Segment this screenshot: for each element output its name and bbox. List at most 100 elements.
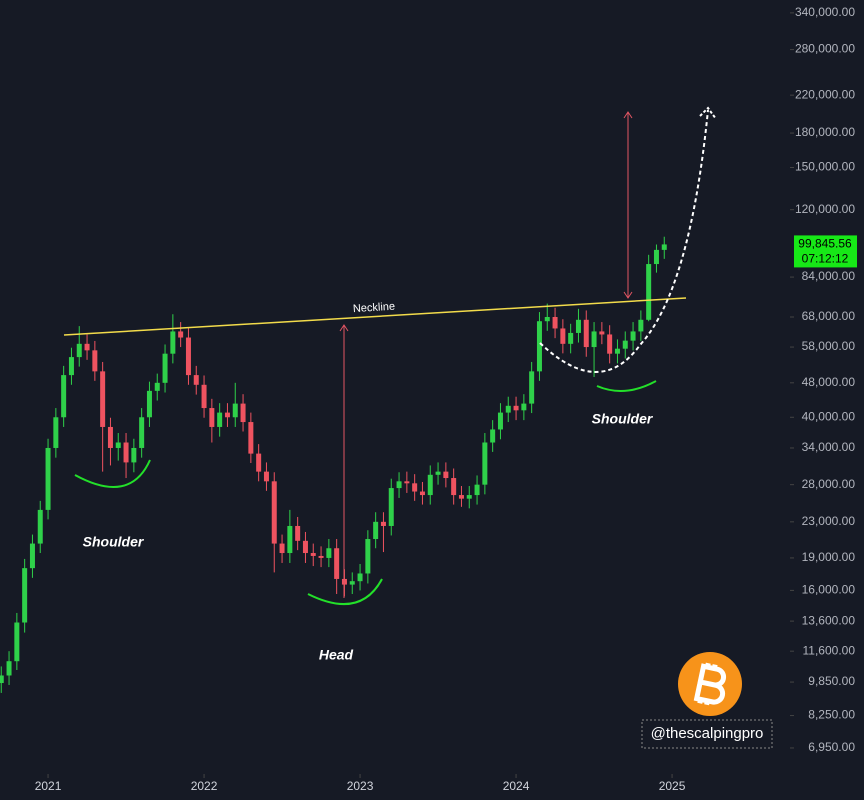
- candle-body: [146, 390, 152, 418]
- y-tick-label: 28,000.00: [802, 477, 856, 491]
- y-tick-label: 220,000.00: [795, 87, 855, 101]
- plot: [0, 236, 667, 693]
- y-tick-label: 19,000.00: [802, 550, 856, 564]
- y-tick-label: 48,000.00: [802, 375, 856, 389]
- x-tick-label: 2025: [659, 779, 686, 793]
- candle-body: [37, 509, 43, 544]
- candle-body: [68, 357, 74, 376]
- candle-body: [614, 348, 620, 354]
- y-tick-label: 180,000.00: [795, 125, 855, 139]
- candle-body: [435, 471, 441, 475]
- candle-body: [279, 543, 285, 554]
- candle-body: [583, 319, 589, 348]
- candle-body: [209, 408, 215, 427]
- y-tick-label: 16,000.00: [802, 583, 856, 597]
- price-tag-label: 99,845.56: [798, 237, 852, 251]
- candle-body: [474, 484, 480, 496]
- candle-body: [349, 581, 355, 585]
- candle-body: [427, 474, 433, 496]
- candle-body: [380, 521, 386, 526]
- y-tick-label: 40,000.00: [802, 409, 856, 423]
- neckline: [63, 297, 687, 336]
- candle-body: [334, 548, 340, 579]
- candle-body: [451, 478, 457, 496]
- candle-body: [373, 521, 379, 540]
- candle-body: [92, 350, 98, 372]
- candle-body: [490, 429, 496, 443]
- x-tick-label: 2022: [191, 779, 218, 793]
- candle-body: [310, 553, 316, 556]
- candle-body: [162, 353, 168, 383]
- annotation: Shoulder: [592, 411, 654, 427]
- candle-body: [76, 343, 82, 358]
- y-tick-label: 34,000.00: [802, 440, 856, 454]
- countdown: 07:12:12: [802, 252, 849, 266]
- x-tick-label: 2021: [35, 779, 62, 793]
- candle-body: [560, 328, 566, 344]
- candle-body: [466, 495, 472, 499]
- candle-body: [271, 481, 277, 544]
- candle-body: [638, 319, 644, 332]
- bitcoin-logo: [678, 652, 742, 716]
- y-tick-label: 11,600.00: [803, 643, 856, 657]
- candle-body: [482, 442, 488, 485]
- candle-body: [115, 442, 121, 448]
- y-tick-label: 13,600.00: [802, 613, 856, 627]
- y-tick-label: 58,000.00: [802, 339, 856, 353]
- candle-body: [396, 481, 402, 489]
- candle-body: [419, 491, 425, 496]
- candle-body: [100, 371, 106, 427]
- y-tick-label: 8,250.00: [808, 708, 855, 722]
- projection: [539, 109, 709, 373]
- y-tick-label: 340,000.00: [795, 5, 855, 19]
- y-tick-label: 9,850.00: [808, 674, 855, 688]
- candle-body: [256, 453, 262, 472]
- candle-body: [0, 675, 4, 684]
- y-tick-label: 68,000.00: [802, 309, 856, 323]
- candle-body: [575, 319, 581, 333]
- y-tick-label: 150,000.00: [795, 160, 855, 174]
- candle-body: [248, 422, 254, 454]
- candle-body: [232, 403, 238, 418]
- candle-body: [458, 495, 464, 499]
- candle-body: [653, 249, 659, 265]
- x-tick-label: 2024: [503, 779, 530, 793]
- candle-body: [84, 343, 90, 351]
- candle-body: [646, 264, 652, 320]
- candle-body: [302, 540, 308, 554]
- y-tick-label: 84,000.00: [802, 269, 856, 283]
- candle-body: [630, 331, 636, 341]
- candle-body: [318, 555, 324, 558]
- candle-body: [412, 483, 418, 492]
- candle-body: [178, 331, 184, 338]
- candle-body: [185, 337, 191, 376]
- candle-body: [14, 622, 20, 662]
- candle-body: [22, 568, 28, 623]
- candle-body: [568, 332, 574, 344]
- candle-body: [513, 405, 519, 411]
- candle-body: [622, 340, 628, 349]
- candle-body: [505, 405, 511, 413]
- y-tick-label: 280,000.00: [795, 42, 855, 56]
- annotation: Head: [319, 647, 354, 663]
- target-arrows: [339, 111, 633, 598]
- candle-body: [131, 447, 137, 463]
- y-tick-label: 120,000.00: [795, 202, 855, 216]
- annotation: Shoulder: [83, 534, 145, 550]
- candle-body: [607, 334, 613, 354]
- candle-body: [123, 442, 129, 463]
- candle-body: [217, 412, 223, 427]
- candle-body: [201, 384, 207, 409]
- price-tag: [794, 235, 857, 268]
- candle-body: [154, 382, 160, 391]
- y-tick-label: 6,950.00: [808, 740, 855, 754]
- candle-body: [139, 417, 145, 448]
- watermark-box: [641, 719, 773, 749]
- pattern-curves: [74, 380, 657, 606]
- candle-body: [287, 525, 293, 554]
- candle-body: [591, 331, 597, 348]
- candle-body: [544, 317, 550, 322]
- candle-body: [552, 317, 558, 329]
- candle-body: [263, 471, 269, 482]
